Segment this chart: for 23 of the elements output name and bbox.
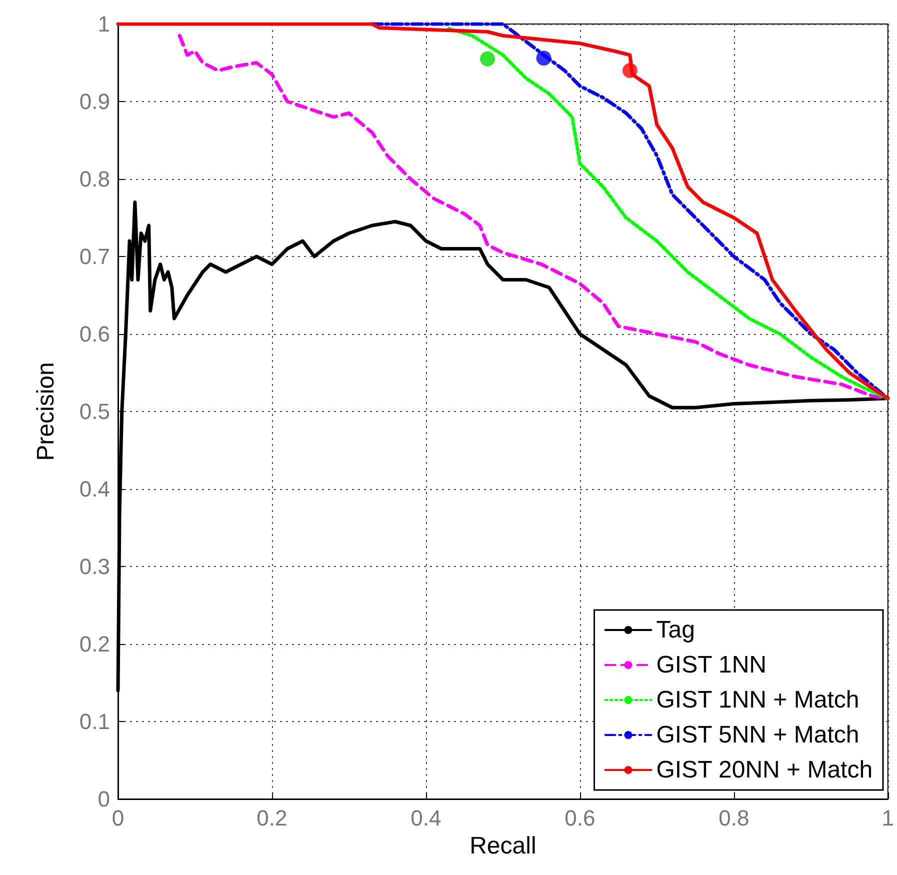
y-tick-label: 0.3 xyxy=(79,554,110,579)
x-tick-label: 0.2 xyxy=(256,806,288,830)
x-tick-label: 0.6 xyxy=(564,806,596,830)
x-tick-label: 0.4 xyxy=(410,806,442,830)
y-tick-label: 0.5 xyxy=(79,399,110,424)
legend-label: GIST 20NN + Match xyxy=(656,756,873,784)
y-tick-label: 0 xyxy=(98,786,110,812)
y-tick-label: 0.1 xyxy=(79,709,110,734)
y-tick-label: 0.7 xyxy=(79,244,110,269)
y-tick-label: 0.9 xyxy=(79,89,110,114)
y-tick-label: 1 xyxy=(98,12,110,36)
legend-label: Tag xyxy=(656,616,695,644)
x-tick-label: 1 xyxy=(882,806,894,830)
x-axis-title: Recall xyxy=(470,832,536,860)
y-tick-label: 0.2 xyxy=(79,632,110,656)
y-tick-label: 0.6 xyxy=(79,322,110,346)
legend-label: GIST 1NN xyxy=(656,652,767,678)
legend-label: GIST 1NN + Match xyxy=(656,686,860,714)
y-axis-title: Precision xyxy=(32,362,60,461)
x-tick-label: 0.8 xyxy=(718,806,750,830)
y-tick-label: 0.8 xyxy=(79,166,110,192)
legend-label: GIST 5NN + Match xyxy=(656,722,860,748)
y-tick-label: 0.4 xyxy=(79,476,110,502)
